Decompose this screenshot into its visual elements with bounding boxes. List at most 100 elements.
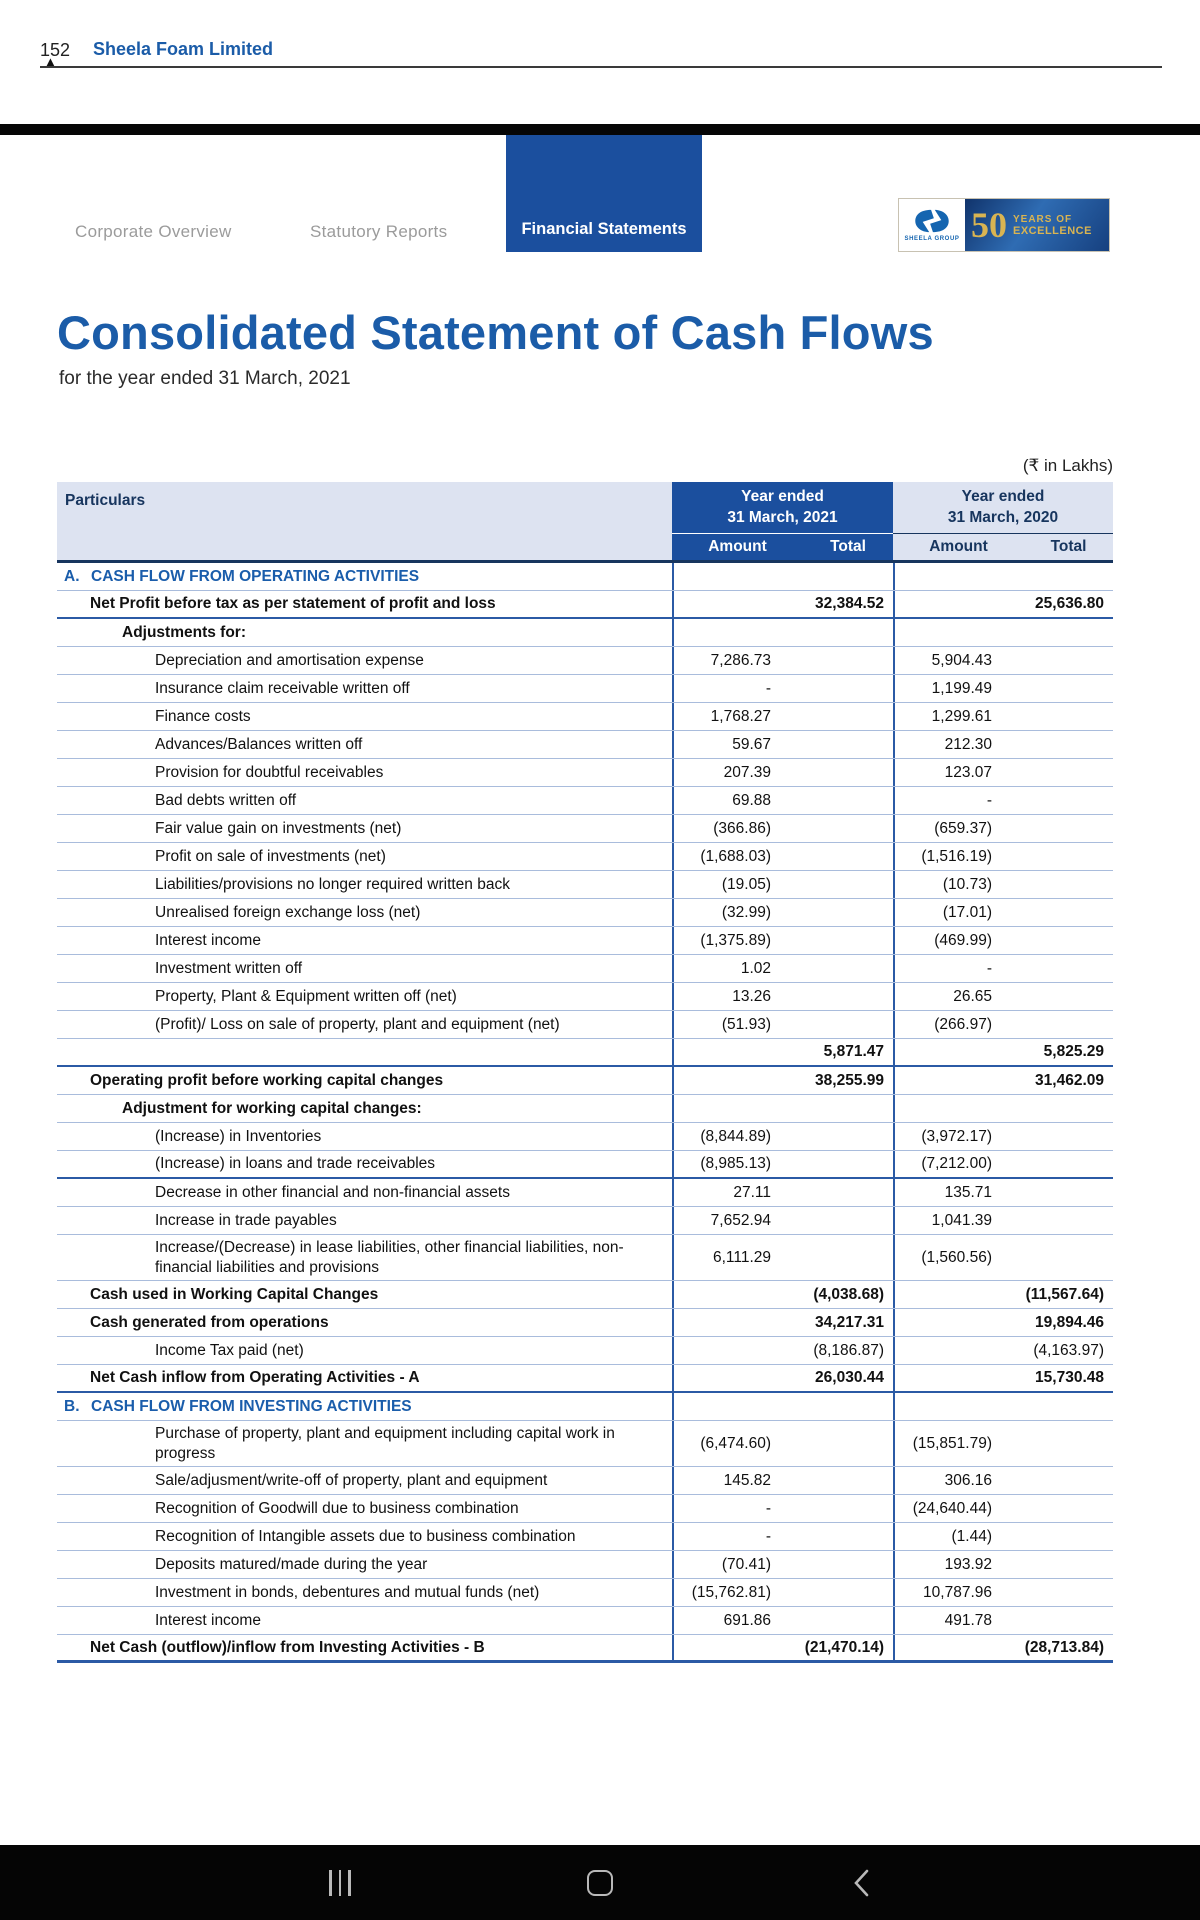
cell-a21 (672, 1067, 803, 1094)
cell-t20 (1024, 1523, 1113, 1550)
cell-a21 (672, 1365, 803, 1391)
home-button[interactable] (540, 1845, 660, 1920)
column-header-particulars: Particulars (57, 482, 672, 563)
row-label: Net Cash (outflow)/inflow from Investing… (90, 1638, 485, 1656)
row-label: Investment written off (155, 959, 303, 977)
sheela-group-50-years-logo: SHEELA GROUP 50 YEARS OF EXCELLENCE (898, 198, 1110, 252)
cell-t21 (803, 703, 893, 730)
header-rule (40, 66, 1162, 68)
table-row: Income Tax paid (net) (8,186.87) (4,163.97… (57, 1337, 1113, 1365)
cell-t20 (1024, 1151, 1113, 1177)
table-row: Adjustment for working capital changes: (57, 1095, 1113, 1123)
cell-t20: 31,462.09 (1035, 1071, 1104, 1089)
cell-t21: (4,038.68) (813, 1285, 884, 1303)
cell-t20 (1024, 1095, 1113, 1122)
table-row: (Increase) in Inventories (8,844.89) (3,97… (57, 1123, 1113, 1151)
cell-a20 (893, 1337, 1024, 1364)
table-row: Deposits matured/made during the year (70… (57, 1551, 1113, 1579)
cell-t21: 5,871.47 (823, 1043, 884, 1060)
table-row: Sale/adjusment/write-off of property, pl… (57, 1467, 1113, 1495)
row-label: Net Profit before tax as per statement o… (90, 595, 496, 613)
table-row: Advances/Balances written off 59.67 212.30 (57, 731, 1113, 759)
table-row: Liabilities/provisions no longer require… (57, 871, 1113, 899)
cell-a21 (672, 1281, 803, 1308)
cell-a21: (6,474.60) (672, 1421, 803, 1466)
table-body: A. CASH FLOW FROM OPERATING ACTIVITIES Net… (57, 563, 1113, 1663)
cell-a21 (672, 1039, 803, 1065)
cell-a21: (366.86) (672, 815, 803, 842)
page-subtitle: for the year ended 31 March, 2021 (59, 368, 351, 389)
row-label: Sale/adjusment/write-off of property, pl… (155, 1471, 548, 1489)
year-ended-2020-line1: Year ended (961, 487, 1045, 505)
cell-a20 (893, 1393, 1024, 1420)
table-row: Cash generated from operations 34,217.31 1… (57, 1309, 1113, 1337)
cell-t21 (803, 843, 893, 870)
cell-t21 (803, 1523, 893, 1550)
table-row: Unrealised foreign exchange loss (net) (3… (57, 899, 1113, 927)
cell-a21: 59.67 (672, 731, 803, 758)
row-label: Cash used in Working Capital Changes (90, 1285, 379, 1303)
cell-a20 (893, 563, 1024, 590)
cell-t21 (803, 619, 893, 646)
cell-a21: 6,111.29 (672, 1235, 803, 1280)
cell-t21 (803, 1393, 893, 1420)
cell-a20 (893, 1309, 1024, 1336)
cell-t21 (803, 675, 893, 702)
cell-a20: 306.16 (893, 1467, 1024, 1494)
table-row: Bad debts written off 69.88 - (57, 787, 1113, 815)
cell-a20: (1,560.56) (893, 1235, 1024, 1280)
table-header: Particulars Year ended 31 March, 2021 Am… (57, 482, 1113, 563)
cell-a20: 1,299.61 (893, 703, 1024, 730)
cell-t21 (803, 899, 893, 926)
cell-t20 (1024, 759, 1113, 786)
table-row: 5,871.47 5,825.29 (57, 1039, 1113, 1067)
cell-a20: (24,640.44) (893, 1495, 1024, 1522)
cell-t21: (8,186.87) (813, 1341, 884, 1359)
cell-t20: (11,567.64) (1025, 1285, 1104, 1303)
cell-t21 (803, 563, 893, 590)
cell-a20: (3,972.17) (893, 1123, 1024, 1150)
home-icon (587, 1869, 613, 1896)
cell-a21: (70.41) (672, 1551, 803, 1578)
tab-corporate-overview[interactable]: Corporate Overview (75, 222, 232, 241)
cell-a20: (15,851.79) (893, 1421, 1024, 1466)
cell-t21 (803, 1551, 893, 1578)
cell-a21: - (672, 1523, 803, 1550)
tab-statutory-reports[interactable]: Statutory Reports (310, 222, 448, 241)
cell-t21 (803, 1235, 893, 1280)
row-label: Operating profit before working capital … (90, 1071, 444, 1089)
cell-a21: (1,375.89) (672, 927, 803, 954)
cell-t20 (1024, 647, 1113, 674)
cell-t21 (803, 871, 893, 898)
cell-t21 (803, 787, 893, 814)
row-label: Net Cash inflow from Operating Activitie… (90, 1369, 420, 1387)
row-label: Property, Plant & Equipment written off … (155, 987, 457, 1005)
cell-t21 (803, 1011, 893, 1038)
table-row: Adjustments for: (57, 619, 1113, 647)
cell-a21: (8,844.89) (672, 1123, 803, 1150)
recents-icon (329, 1869, 351, 1896)
table-row: Fair value gain on investments (net) (366… (57, 815, 1113, 843)
table-row: A. CASH FLOW FROM OPERATING ACTIVITIES (57, 563, 1113, 591)
row-label: Purchase of property, plant and equipmen… (155, 1425, 615, 1462)
recents-button[interactable] (280, 1845, 400, 1920)
table-row: Increase in trade payables 7,652.94 1,041.… (57, 1207, 1113, 1235)
row-label: (Increase) in Inventories (155, 1127, 322, 1145)
cell-t20: 15,730.48 (1035, 1369, 1104, 1386)
cell-a21: (51.93) (672, 1011, 803, 1038)
cell-a21 (672, 1393, 803, 1420)
cell-t20 (1024, 703, 1113, 730)
back-button[interactable] (802, 1845, 922, 1920)
tab-financial-statements[interactable]: Financial Statements (506, 135, 702, 252)
cell-t21 (803, 927, 893, 954)
cell-a21: 27.11 (672, 1179, 803, 1206)
cell-t20 (1024, 675, 1113, 702)
cash-flow-table: Particulars Year ended 31 March, 2021 Am… (57, 482, 1113, 1663)
table-row: Insurance claim receivable written off - 1… (57, 675, 1113, 703)
cell-a21: 69.88 (672, 787, 803, 814)
cell-a21: (1,688.03) (672, 843, 803, 870)
table-row: Recognition of Intangible assets due to … (57, 1523, 1113, 1551)
cell-a21: 207.39 (672, 759, 803, 786)
cell-a20: 5,904.43 (893, 647, 1024, 674)
sheela-group-emblem: SHEELA GROUP (899, 199, 965, 251)
